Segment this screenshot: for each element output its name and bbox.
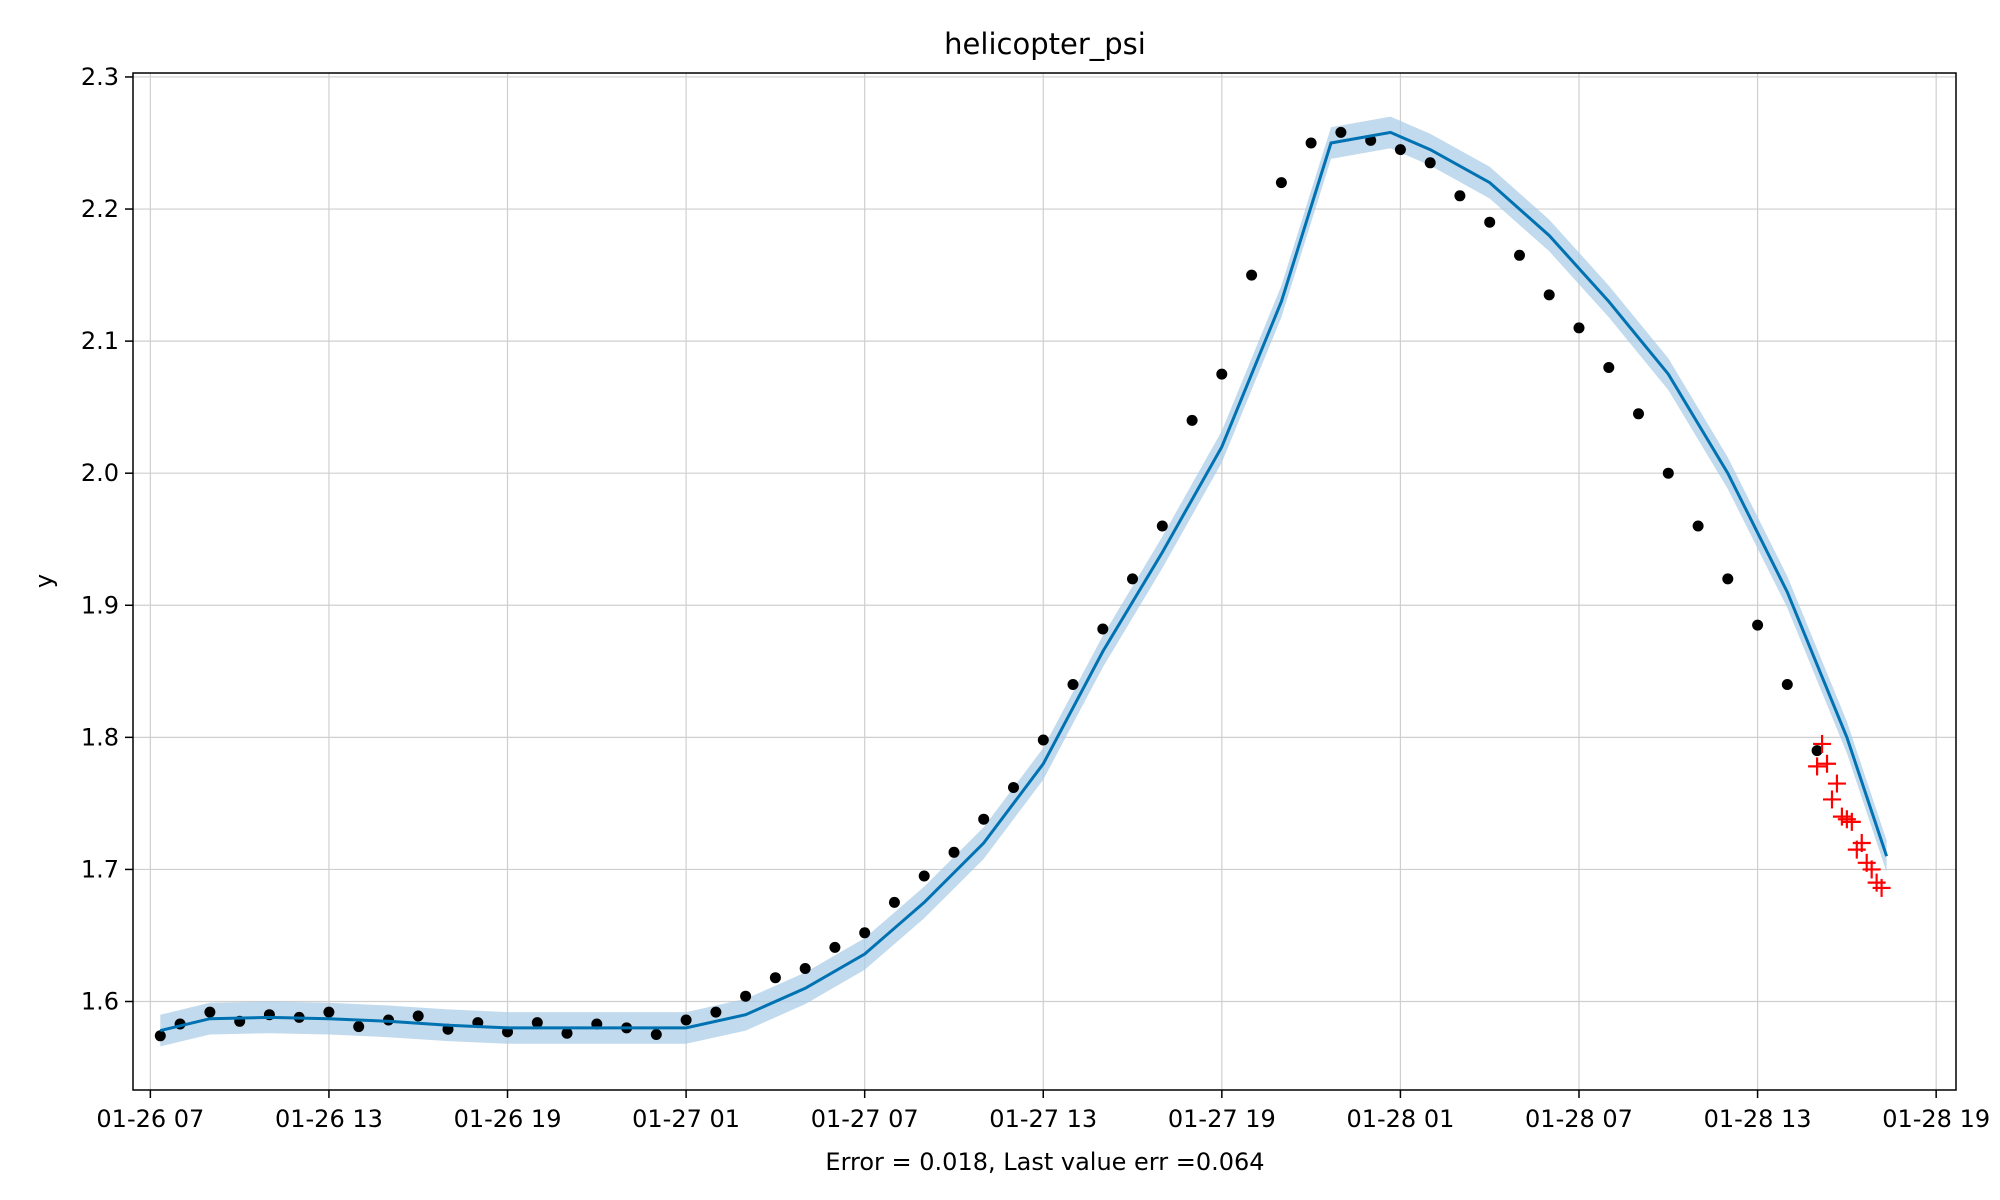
- x-tick-label: 01-28 01: [1346, 1105, 1454, 1133]
- observed-point: [1216, 368, 1228, 380]
- y-axis-ticks: 1.6 1.7 1.8 1.9 2.0 2.1 2.2 2.3: [81, 63, 133, 1016]
- test-point: [1813, 734, 1832, 753]
- x-tick-label: 01-28 07: [1525, 1105, 1633, 1133]
- observed-point: [204, 1006, 216, 1018]
- observed-point: [1692, 520, 1704, 532]
- observed-point: [650, 1029, 662, 1040]
- observed-point: [1008, 782, 1019, 793]
- observed-point: [323, 1006, 335, 1018]
- test-point: [1852, 834, 1871, 853]
- observed-point: [859, 927, 871, 939]
- observed-point: [1097, 623, 1109, 635]
- observed-point: [531, 1017, 543, 1029]
- x-tick-label: 01-26 13: [275, 1105, 383, 1133]
- x-gridlines: [149, 73, 1937, 1090]
- observed-point: [918, 870, 930, 882]
- observed-point: [1186, 414, 1198, 426]
- y-tick-label: 2.3: [81, 63, 119, 91]
- x-tick-label: 01-28 19: [1882, 1105, 1990, 1133]
- test-point: [1808, 757, 1827, 776]
- y-tick-label: 2.2: [81, 195, 119, 223]
- observed-point: [740, 990, 752, 1002]
- test-point: [1818, 754, 1837, 773]
- x-tick-label: 01-27 01: [632, 1105, 740, 1133]
- y-tick-label: 1.8: [81, 723, 119, 751]
- observed-point: [1603, 362, 1615, 373]
- observed-point: [1811, 745, 1823, 757]
- forecast-line: [159, 130, 1889, 1033]
- test-point: [1822, 790, 1841, 809]
- test-point: [1872, 878, 1891, 897]
- test-points: [1808, 734, 1891, 897]
- observed-point: [561, 1027, 573, 1039]
- observed-point: [1752, 619, 1764, 631]
- observed-point: [1037, 734, 1049, 746]
- observed-point: [1781, 679, 1793, 690]
- observed-point: [710, 1006, 722, 1018]
- observed-point: [1394, 144, 1406, 156]
- y-tick-label: 1.6: [81, 988, 119, 1016]
- y-tick-label: 1.7: [81, 855, 119, 883]
- observed-point: [1633, 408, 1644, 420]
- x-tick-label: 01-26 19: [454, 1105, 562, 1133]
- x-axis-label: Error = 0.018, Last value err =0.064: [825, 1148, 1264, 1176]
- observed-point: [1246, 269, 1258, 281]
- observed-point: [1127, 573, 1138, 585]
- observed-point: [1275, 177, 1287, 189]
- observed-point: [1424, 157, 1436, 169]
- observed-point: [1573, 322, 1585, 334]
- y-axis-label: y: [30, 574, 58, 588]
- observed-point: [1543, 289, 1555, 301]
- test-point: [1827, 774, 1846, 793]
- y-tick-label: 2.1: [81, 327, 119, 355]
- observed-point: [412, 1010, 424, 1022]
- observed-point: [769, 972, 781, 984]
- observed-point: [948, 846, 960, 858]
- observed-point: [888, 896, 900, 908]
- observed-point: [1156, 520, 1168, 532]
- observed-point: [353, 1021, 365, 1033]
- observed-point: [1067, 679, 1079, 690]
- x-tick-label: 01-27 07: [811, 1105, 919, 1133]
- observed-point: [829, 941, 841, 953]
- test-point: [1862, 860, 1881, 879]
- observed-point: [154, 1030, 166, 1042]
- test-point: [1842, 812, 1861, 831]
- y-gridlines: [133, 76, 1956, 1003]
- observed-point: [1722, 573, 1734, 585]
- observed-point: [1514, 249, 1525, 261]
- observed-point: [1484, 216, 1496, 228]
- observed-point: [1454, 190, 1466, 202]
- y-tick-label: 2.0: [81, 459, 119, 487]
- uncertainty-interval: [160, 116, 1887, 1047]
- test-point: [1837, 810, 1856, 829]
- plot-frame: [132, 72, 1957, 1091]
- x-tick-label: 01-26 07: [96, 1105, 204, 1133]
- observed-point: [680, 1014, 692, 1026]
- observed-point: [1335, 126, 1347, 138]
- x-axis-ticks: 01-26 07 01-26 13 01-26 19 01-27 01 01-27 07…: [96, 1090, 1990, 1133]
- y-tick-label: 1.9: [81, 591, 119, 619]
- x-tick-label: 01-28 13: [1704, 1105, 1812, 1133]
- x-tick-label: 01-27 13: [989, 1105, 1097, 1133]
- observed-point: [799, 963, 811, 974]
- chart-title: helicopter_psi: [944, 27, 1146, 61]
- observed-point: [1662, 467, 1674, 479]
- observed-point: [978, 813, 990, 825]
- observed-point: [1305, 137, 1317, 149]
- x-tick-label: 01-27 19: [1168, 1105, 1276, 1133]
